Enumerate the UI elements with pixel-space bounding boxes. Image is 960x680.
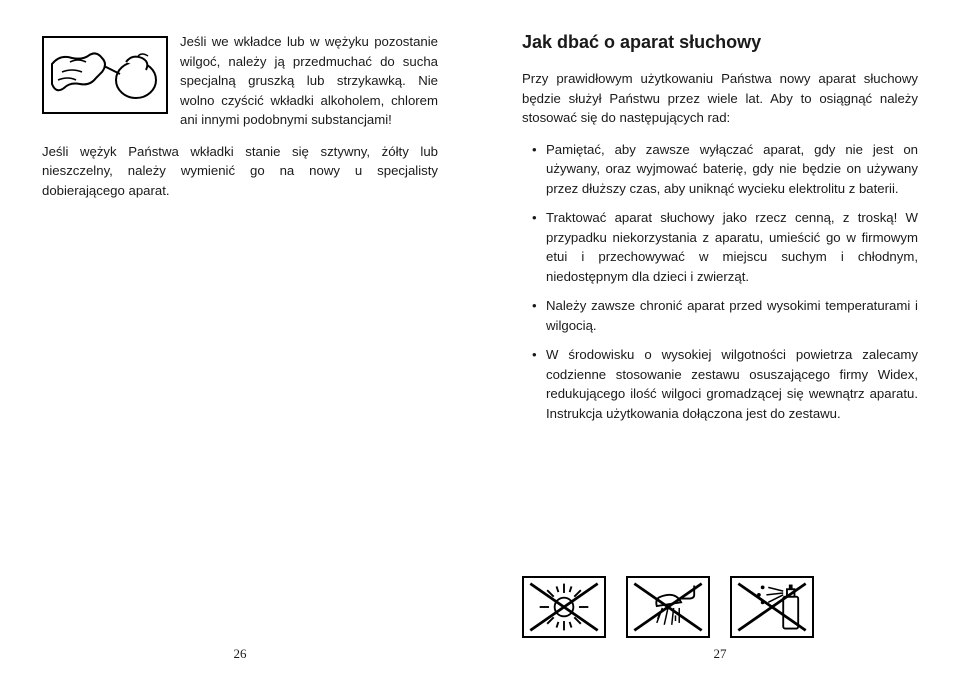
section-heading: Jak dbać o aparat słuchowy: [522, 32, 918, 53]
intro-paragraph: Przy prawidłowym użytkowaniu Państwa now…: [522, 69, 918, 128]
earmold-figure: [42, 36, 168, 114]
page-right: Jak dbać o aparat słuchowy Przy prawidło…: [480, 0, 960, 680]
spray-icon: [730, 576, 814, 638]
left-paragraph-2: Jeśli wężyk Państwa wkładki stanie się s…: [42, 142, 438, 201]
warning-icon-row: [522, 576, 918, 638]
care-tips-list: Pamiętać, aby zawsze wyłączać aparat, gd…: [522, 140, 918, 424]
list-item: Pamiętać, aby zawsze wyłączać aparat, gd…: [536, 140, 918, 199]
list-item: Traktować aparat słuchowy jako rzecz cen…: [536, 208, 918, 286]
sun-icon: [522, 576, 606, 638]
shower-icon: [626, 576, 710, 638]
page-left: Jeśli we wkładce lub w wężyku pozostanie…: [0, 0, 480, 680]
list-item: W środowisku o wysokiej wilgotności powi…: [536, 345, 918, 423]
page-number-left: 26: [225, 646, 255, 662]
page-number-right: 27: [705, 646, 735, 662]
list-item: Należy zawsze chronić aparat przed wysok…: [536, 296, 918, 335]
hearing-aid-blow-dry-illustration: [42, 36, 168, 114]
left-body: Jeśli we wkładce lub w wężyku pozostanie…: [42, 32, 438, 200]
